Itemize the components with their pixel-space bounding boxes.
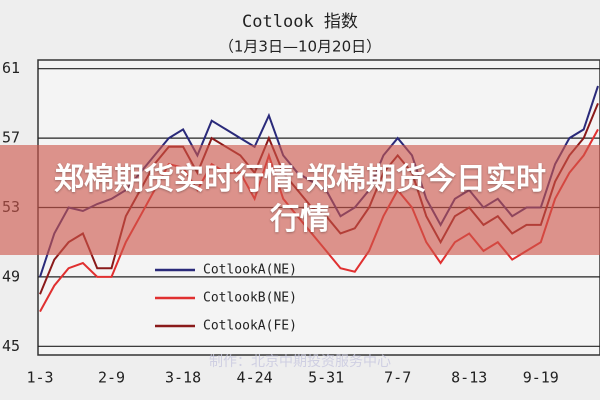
x-tick-label: 3-18 bbox=[165, 369, 201, 387]
legend-label: CotlookB(NE) bbox=[203, 291, 297, 306]
y-tick-label: 57 bbox=[2, 129, 20, 147]
y-tick-label: 61 bbox=[2, 59, 20, 77]
x-tick-label: 7-7 bbox=[384, 369, 411, 387]
y-tick-label: 45 bbox=[2, 337, 20, 355]
legend-label: CotlookA(NE) bbox=[203, 263, 297, 278]
x-tick-label: 9-19 bbox=[523, 369, 559, 387]
banner: 郑棉期货实时行情:郑棉期货今日实时行情 bbox=[0, 145, 600, 255]
chart-title: Cotlook 指数 bbox=[242, 12, 358, 32]
headline: 郑棉期货实时行情:郑棉期货今日实时行情 bbox=[54, 162, 546, 237]
y-tick-label: 49 bbox=[2, 267, 20, 285]
chart-subtitle: （1月3日—10月20日） bbox=[219, 38, 381, 56]
x-tick-label: 2-9 bbox=[98, 369, 125, 387]
x-tick-label: 8-13 bbox=[451, 369, 487, 387]
watermark: 制作：北京中期投资服务中心 bbox=[209, 354, 391, 370]
x-tick-label: 5-31 bbox=[308, 369, 344, 387]
x-tick-label: 1-3 bbox=[26, 369, 53, 387]
x-tick-label: 4-24 bbox=[237, 369, 273, 387]
legend-label: CotlookA(FE) bbox=[203, 319, 297, 334]
